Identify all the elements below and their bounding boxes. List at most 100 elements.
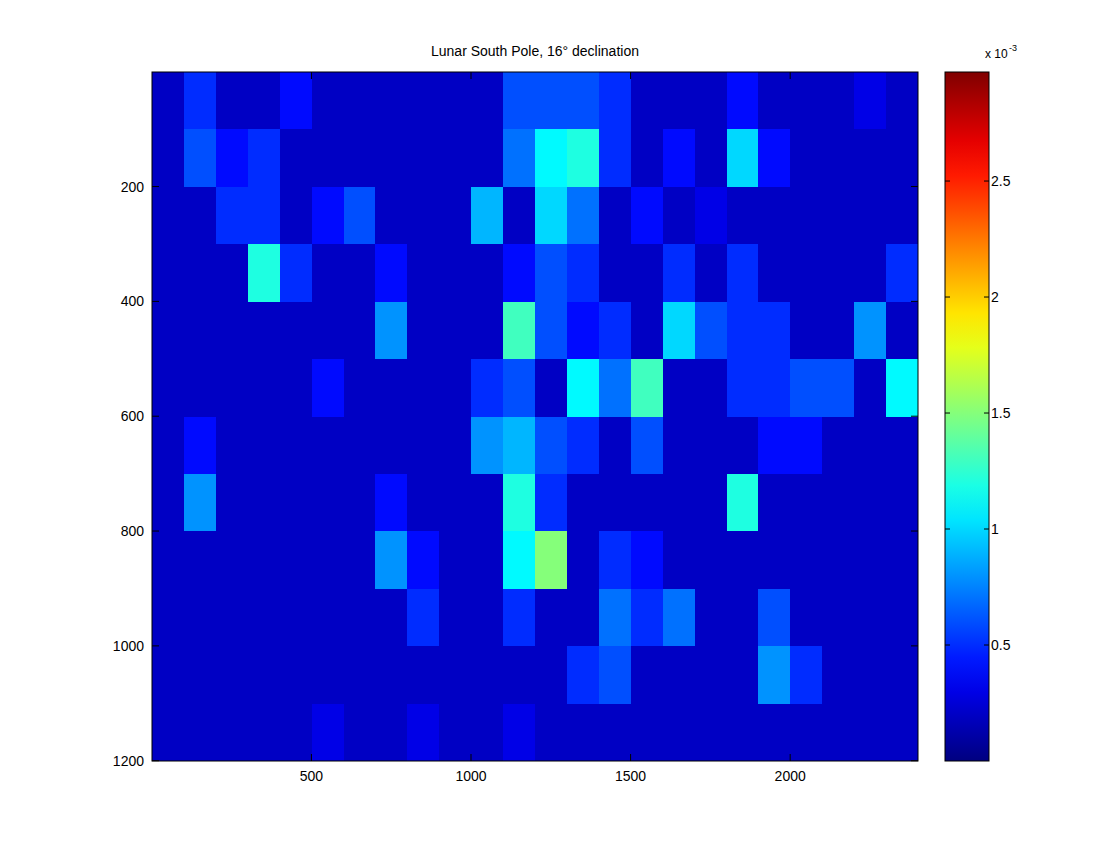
y-tick <box>152 760 159 761</box>
cell <box>375 531 407 589</box>
cell <box>312 359 344 417</box>
cell <box>312 187 344 245</box>
cell <box>727 302 759 360</box>
cell <box>599 646 631 704</box>
cell <box>886 417 918 475</box>
cell <box>439 359 471 417</box>
cell <box>631 244 663 302</box>
cell <box>344 531 376 589</box>
y-tick-right <box>911 531 918 532</box>
background <box>0 0 1118 846</box>
cell <box>152 72 184 130</box>
cell <box>344 704 376 761</box>
cell <box>375 589 407 647</box>
cell <box>663 531 695 589</box>
cell <box>312 72 344 130</box>
cell <box>375 302 407 360</box>
cell <box>248 417 280 475</box>
cell <box>407 72 439 130</box>
cell <box>439 72 471 130</box>
cell <box>216 129 248 187</box>
cell <box>758 72 790 130</box>
colorbar-tick-label: 0.5 <box>991 637 1011 653</box>
cell <box>503 589 535 647</box>
heatmap-cells <box>152 72 918 761</box>
cell <box>344 417 376 475</box>
cell <box>248 589 280 647</box>
cell <box>152 302 184 360</box>
cell <box>535 531 567 589</box>
cell <box>439 187 471 245</box>
cell <box>344 244 376 302</box>
cell <box>727 187 759 245</box>
cell <box>599 531 631 589</box>
y-tick-right <box>911 186 918 187</box>
colorbar-tick <box>945 529 950 530</box>
cell <box>216 704 248 761</box>
cell <box>503 704 535 761</box>
cell <box>663 589 695 647</box>
cell <box>407 589 439 647</box>
cell <box>439 531 471 589</box>
cell <box>854 72 886 130</box>
cell <box>822 704 854 761</box>
cell <box>663 129 695 187</box>
cell <box>375 646 407 704</box>
y-tick <box>152 531 159 532</box>
title: Lunar South Pole, 16° declination <box>431 43 639 59</box>
cell <box>886 129 918 187</box>
cell <box>280 302 312 360</box>
cell <box>695 244 727 302</box>
x-tick <box>471 754 472 761</box>
cell <box>407 129 439 187</box>
cell <box>695 359 727 417</box>
cell <box>471 589 503 647</box>
cell <box>599 474 631 532</box>
cell <box>407 704 439 761</box>
cell <box>280 589 312 647</box>
cell <box>663 244 695 302</box>
cell <box>471 474 503 532</box>
cell <box>886 187 918 245</box>
cell <box>248 244 280 302</box>
cell <box>344 589 376 647</box>
cell <box>695 187 727 245</box>
cell <box>184 129 216 187</box>
cell <box>567 187 599 245</box>
cell <box>312 417 344 475</box>
cell <box>535 302 567 360</box>
cell <box>567 129 599 187</box>
colorbar-tick <box>945 181 950 182</box>
cell <box>790 72 822 130</box>
cell <box>790 531 822 589</box>
cell <box>790 129 822 187</box>
cell <box>886 704 918 761</box>
cell <box>567 646 599 704</box>
cell <box>886 531 918 589</box>
cell <box>216 417 248 475</box>
cell <box>280 359 312 417</box>
cell <box>503 72 535 130</box>
colorbar-tick-right <box>984 413 989 414</box>
cell <box>471 417 503 475</box>
cell <box>535 359 567 417</box>
cell <box>599 704 631 761</box>
cell <box>567 474 599 532</box>
cell <box>822 359 854 417</box>
cell <box>216 589 248 647</box>
cell <box>854 244 886 302</box>
cell <box>822 187 854 245</box>
cell <box>439 417 471 475</box>
cell <box>599 359 631 417</box>
cell <box>280 704 312 761</box>
cell <box>695 704 727 761</box>
cell <box>854 704 886 761</box>
cell <box>758 244 790 302</box>
cell <box>503 244 535 302</box>
cell <box>375 187 407 245</box>
cell <box>184 72 216 130</box>
colorbar-tick-right <box>984 529 989 530</box>
y-tick <box>152 186 159 187</box>
cell <box>663 704 695 761</box>
cell <box>503 129 535 187</box>
